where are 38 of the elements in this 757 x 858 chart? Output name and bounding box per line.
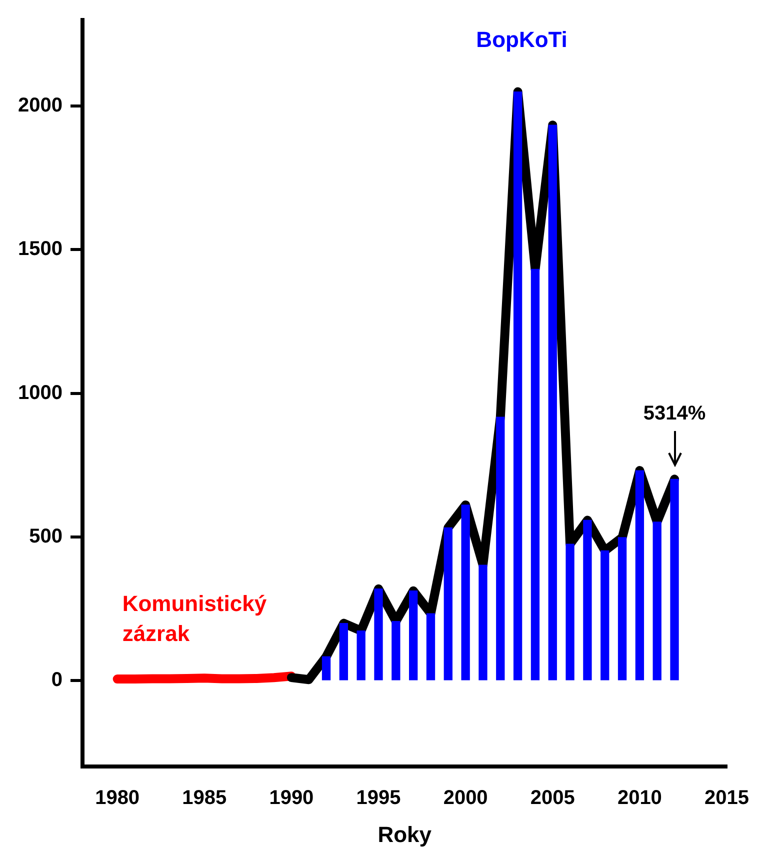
bar [426,613,436,680]
bar [635,470,644,680]
bar [670,478,679,680]
x-tick-label: 2005 [530,787,575,810]
bar [409,590,418,680]
bar [374,588,383,680]
bar [478,564,488,680]
bar [530,268,540,680]
y-tick-label: 500 [29,525,62,548]
x-tick-label: 1995 [356,787,401,810]
text: BopKoTi [476,26,568,52]
x-tick-label: 2000 [443,787,488,810]
y-tick-label: 0 [51,668,62,691]
x-tick-label: 1980 [95,787,140,810]
annotation: 5314% [643,402,706,425]
bar [392,620,400,680]
bar [548,124,557,680]
bar [618,537,627,680]
series-label: Komunistický zázrak [122,591,268,646]
bar [322,656,331,680]
bar [600,550,610,680]
x-axis-title: Roky [378,822,432,847]
x-tick-label: 1985 [182,787,227,810]
x-tick-label: 1990 [269,787,314,810]
bar [496,416,505,680]
bar [583,520,592,680]
y-tick-label: 1500 [18,238,62,260]
bar [513,91,522,680]
bar [566,544,574,680]
bar [339,622,348,680]
bar [652,522,662,680]
x-tick-label: 2015 [704,787,750,810]
y-tick-label: 2000 [18,94,62,117]
bar [444,527,452,680]
y-tick-label: 1000 [18,382,62,404]
bar [461,504,470,680]
x-tick-label: 2010 [617,787,662,810]
bar [356,630,366,680]
